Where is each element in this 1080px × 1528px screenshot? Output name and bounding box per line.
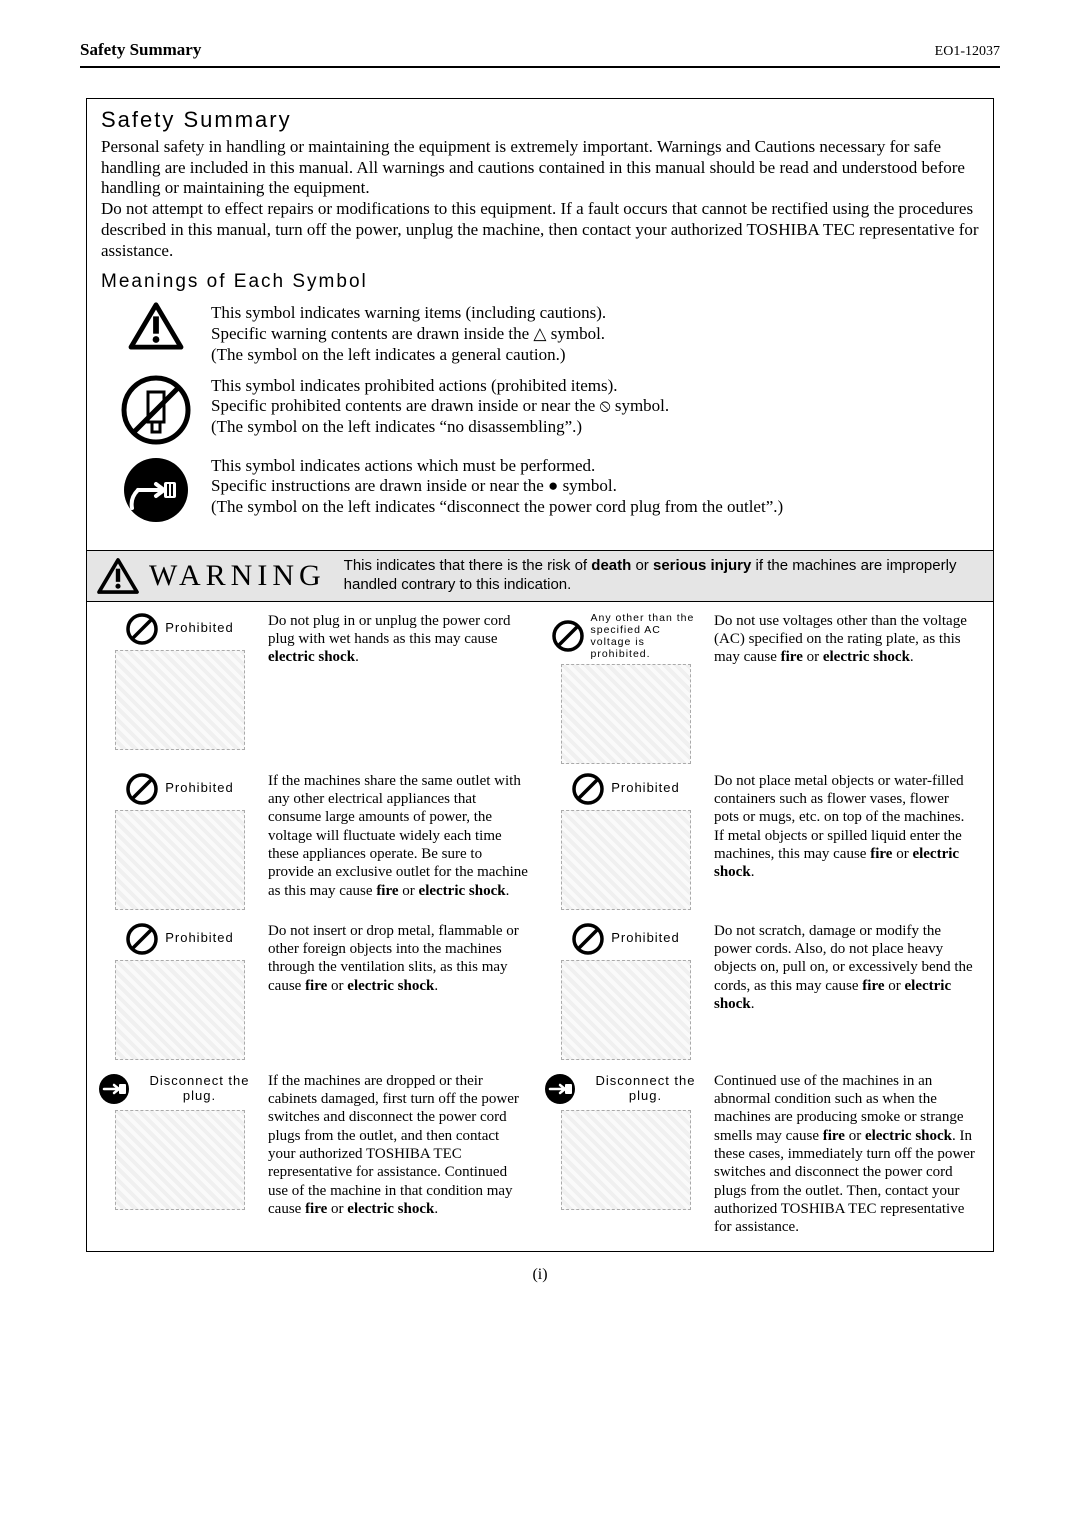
warning-cell-label-row: Prohibited [125, 612, 234, 646]
warning-cell-left: Disconnect the plug. [543, 1072, 708, 1237]
warning-cell-label-row: Prohibited [125, 772, 234, 806]
warning-cell-text: If the machines are dropped or their cab… [262, 1072, 537, 1237]
warning-cell-text: Do not place metal objects or water-fill… [708, 772, 983, 914]
safety-summary-box: Safety Summary Personal safety in handli… [86, 98, 994, 1252]
warning-cell: Any other than the specified AC voltage … [543, 608, 983, 768]
warn-desc-prefix: This indicates that there is the risk of [344, 557, 592, 574]
warning-cell-left: Prohibited [97, 772, 262, 914]
intro-paragraph: Personal safety in handling or maintaini… [101, 137, 979, 261]
prohibit-icon [125, 612, 159, 646]
warning-cell: Disconnect the plug.Continued use of the… [543, 1068, 983, 1241]
warn-desc-mid: or [631, 557, 653, 574]
warning-cell-label: Any other than the specified AC voltage … [591, 612, 701, 660]
prohibit-icon [551, 619, 585, 653]
warning-cell-label: Prohibited [165, 621, 234, 636]
warning-description: This indicates that there is the risk of… [344, 557, 983, 595]
prohibit-icon [125, 772, 159, 806]
section-title-safety: Safety Summary [101, 107, 979, 133]
symbol-text-prohibit: This symbol indicates prohibited actions… [211, 372, 669, 438]
warning-cell: Prohibited Do not plug in or unplug the p… [97, 608, 537, 768]
warning-cell-text: If the machines share the same outlet wi… [262, 772, 537, 914]
warning-cell-label: Disconnect the plug. [137, 1074, 262, 1104]
warning-cell: Prohibited Do not insert or drop metal, f… [97, 918, 537, 1068]
warning-cell-text: Do not scratch, damage or modify the pow… [708, 922, 983, 1064]
warning-cell-left: Any other than the specified AC voltage … [543, 612, 708, 764]
disconnect-plug-icon [101, 452, 211, 526]
header-rule [80, 66, 1000, 68]
warning-cell-label-row: Prohibited [125, 922, 234, 956]
warn-desc-bold1: death [591, 557, 631, 574]
warning-cell-text: Do not use voltages other than the volta… [708, 612, 983, 764]
symbol-row-prohibit: This symbol indicates prohibited actions… [101, 372, 979, 446]
warning-cell-label: Prohibited [165, 931, 234, 946]
warning-cell-text: Do not plug in or unplug the power cord … [262, 612, 537, 764]
warning-cell: Prohibited Do not place metal objects or … [543, 768, 983, 918]
warning-cell-illustration [561, 960, 691, 1060]
symbol-row-warning: This symbol indicates warning items (inc… [101, 299, 979, 365]
warning-cell-left: Prohibited [97, 922, 262, 1064]
header-docnum: EO1-12037 [935, 44, 1000, 60]
warn-desc-bold2: serious injury [653, 557, 751, 574]
warning-cell-illustration [115, 1110, 245, 1210]
warning-cell: Prohibited Do not scratch, damage or modi… [543, 918, 983, 1068]
warning-cell-label-row: Any other than the specified AC voltage … [551, 612, 701, 660]
symbol-text-warning: This symbol indicates warning items (inc… [211, 299, 606, 365]
section-title-meanings: Meanings of Each Symbol [101, 271, 979, 293]
warning-cell-label: Prohibited [611, 781, 680, 796]
warning-cell-text: Do not insert or drop metal, flammable o… [262, 922, 537, 1064]
prohibit-icon [571, 772, 605, 806]
symbol-text-action: This symbol indicates actions which must… [211, 452, 783, 518]
warning-cell-illustration [115, 810, 245, 910]
warning-cell-illustration [561, 664, 691, 764]
warning-cell-label-row: Prohibited [571, 772, 680, 806]
warning-cell: Prohibited If the machines share the same… [97, 768, 537, 918]
warning-cell-label: Prohibited [611, 931, 680, 946]
warning-cell-label: Prohibited [165, 781, 234, 796]
disconnect-plug-icon [543, 1072, 577, 1106]
page-number: (i) [80, 1266, 1000, 1284]
warning-bar: WARNING This indicates that there is the… [87, 550, 993, 602]
warning-cell-label-row: Disconnect the plug. [97, 1072, 262, 1106]
warning-cell-left: Disconnect the plug. [97, 1072, 262, 1237]
prohibit-icon [125, 922, 159, 956]
warning-cell-label: Disconnect the plug. [583, 1074, 708, 1104]
warning-cell-illustration [561, 810, 691, 910]
warning-word: WARNING [149, 559, 326, 593]
warning-cell-left: Prohibited [543, 772, 708, 914]
warning-cell-text: Continued use of the machines in an abno… [708, 1072, 983, 1237]
warning-cell-illustration [115, 960, 245, 1060]
symbol-row-action: This symbol indicates actions which must… [101, 452, 979, 526]
page-header: Safety Summary EO1-12037 [80, 40, 1000, 60]
warning-grid: Prohibited Do not plug in or unplug the p… [87, 602, 993, 1251]
header-title: Safety Summary [80, 40, 201, 60]
no-disassemble-icon [101, 372, 211, 446]
warning-cell-illustration [115, 650, 245, 750]
warning-cell-left: Prohibited [543, 922, 708, 1064]
warning-cell-illustration [561, 1110, 691, 1210]
warning-cell-label-row: Disconnect the plug. [543, 1072, 708, 1106]
warning-triangle-icon [101, 299, 211, 351]
prohibit-icon [571, 922, 605, 956]
warning-triangle-icon [97, 557, 139, 595]
warning-cell: Disconnect the plug.If the machines are … [97, 1068, 537, 1241]
warning-cell-left: Prohibited [97, 612, 262, 764]
disconnect-plug-icon [97, 1072, 131, 1106]
warning-cell-label-row: Prohibited [571, 922, 680, 956]
